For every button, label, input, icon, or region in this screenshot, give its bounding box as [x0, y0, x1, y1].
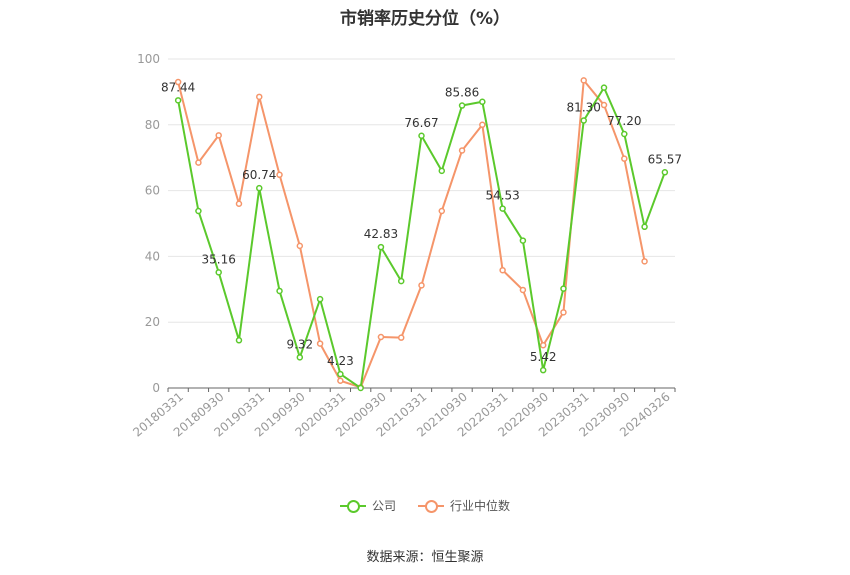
data-point: [539, 341, 547, 349]
chart-title: 市销率历史分位（%）: [339, 9, 511, 29]
y-tick-label: 60: [145, 184, 160, 198]
data-label: 87.44: [161, 80, 195, 94]
data-point: [458, 102, 466, 109]
data-point: [600, 101, 608, 109]
data-label: 81.30: [567, 101, 601, 115]
series-company: [174, 84, 669, 392]
data-point: [235, 337, 243, 344]
data-point: [276, 287, 283, 295]
data-point: [458, 147, 466, 154]
legend: 公司 行业中位数: [0, 497, 850, 514]
data-point: [519, 237, 527, 244]
data-point: [621, 155, 628, 162]
data-point: [418, 132, 425, 140]
data-point: [621, 130, 628, 138]
data-label: 42.83: [364, 227, 398, 241]
data-point: [316, 295, 324, 303]
data-point: [560, 309, 567, 316]
data-point: [418, 282, 425, 289]
data-point: [357, 384, 364, 392]
data-point: [600, 84, 608, 91]
data-point: [397, 334, 405, 341]
data-point: [580, 117, 587, 124]
data-point: [337, 370, 344, 378]
data-label: 4.23: [327, 354, 354, 368]
data-point: [479, 121, 486, 129]
data-point: [438, 167, 446, 175]
data-point: [499, 266, 506, 274]
data-label: 35.16: [202, 252, 236, 266]
data-label: 54.53: [485, 189, 519, 203]
data-labels: 87.44 35.16 60.74 9.32 4.23 42.83 76.67 85.86 54…: [161, 80, 682, 368]
data-label: 85.86: [445, 86, 479, 100]
data-point: [397, 277, 405, 285]
data-label: 5.42: [530, 350, 557, 364]
data-point: [641, 258, 648, 265]
x-axis: 2018033120180930201903312019093020200331…: [130, 387, 676, 440]
data-point: [377, 243, 385, 251]
data-source: 数据来源：恒生聚源: [366, 550, 484, 565]
data-point: [560, 285, 567, 292]
data-point: [296, 242, 304, 250]
legend-industry-label: 行业中位数: [450, 499, 511, 513]
data-point: [296, 354, 304, 361]
data-point: [337, 377, 344, 385]
y-tick-label: 0: [152, 381, 160, 395]
data-point: [195, 207, 202, 215]
data-point: [377, 333, 385, 341]
data-point: [215, 269, 222, 276]
y-axis: 0 20 40 60 80 100: [137, 52, 160, 395]
y-tick-label: 40: [145, 249, 160, 263]
y-tick-label: 20: [145, 315, 160, 329]
grid-lines: [168, 58, 675, 323]
data-label: 60.74: [242, 168, 276, 182]
data-point: [174, 97, 182, 104]
legend-company-label: 公司: [371, 499, 396, 513]
data-label: 9.32: [286, 337, 313, 351]
y-tick-label: 80: [145, 118, 160, 132]
data-point: [215, 132, 222, 139]
data-point: [438, 207, 446, 215]
data-label: 77.20: [607, 114, 641, 128]
y-tick-label: 100: [137, 52, 160, 66]
series-line: [177, 79, 646, 389]
legend-industry-icon: [418, 499, 444, 513]
data-label: 65.57: [648, 152, 682, 166]
data-point: [661, 169, 669, 176]
data-point: [195, 159, 202, 166]
data-point: [641, 223, 648, 231]
data-point: [539, 366, 547, 374]
data-point: [276, 171, 283, 179]
data-point: [519, 286, 527, 294]
data-point: [256, 184, 263, 192]
data-label: 76.67: [404, 116, 438, 130]
series-layer: [174, 77, 669, 392]
data-point: [235, 200, 243, 208]
data-point: [580, 77, 587, 84]
data-point: [174, 78, 182, 86]
legend-company-icon: [339, 499, 366, 513]
legend-item-industry[interactable]: 行业中位数: [418, 497, 510, 514]
data-point: [256, 93, 263, 101]
data-point: [316, 340, 324, 347]
legend-item-company[interactable]: 公司: [339, 497, 396, 514]
data-point: [499, 205, 506, 212]
data-point: [479, 98, 486, 106]
